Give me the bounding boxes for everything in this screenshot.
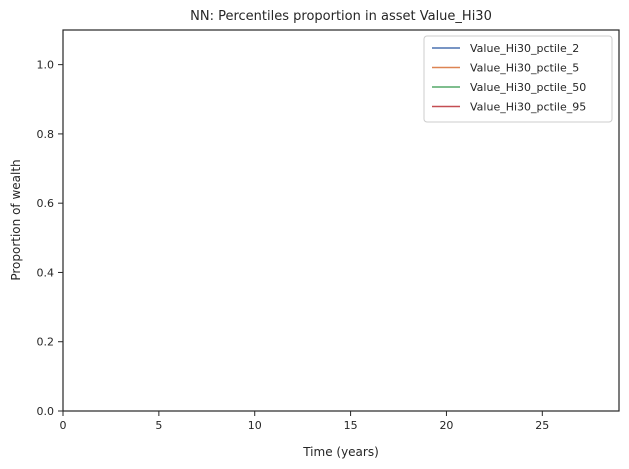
legend-label: Value_Hi30_pctile_95 bbox=[470, 101, 586, 114]
legend-frame bbox=[423, 35, 613, 123]
y-tick-label: 0.2 bbox=[37, 336, 55, 349]
x-tick-label: 25 bbox=[535, 419, 549, 432]
chart-title: NN: Percentiles proportion in asset Valu… bbox=[190, 9, 492, 24]
x-tick-label: 10 bbox=[248, 419, 262, 432]
y-tick-label: 0.0 bbox=[37, 405, 55, 418]
legend-label: Value_Hi30_pctile_5 bbox=[470, 62, 579, 75]
x-axis-title: Time (years) bbox=[302, 445, 379, 459]
y-axis-title: Proportion of wealth bbox=[9, 159, 23, 280]
legend-label: Value_Hi30_pctile_2 bbox=[470, 42, 579, 55]
legend: Value_Hi30_pctile_2 Value_Hi30_pctile_5 Va… bbox=[423, 35, 613, 123]
x-tick-label: 15 bbox=[344, 419, 358, 432]
y-axis: 0.0 0.2 0.4 0.6 0.8 1.0 bbox=[37, 59, 63, 418]
y-tick-label: 0.4 bbox=[37, 266, 55, 279]
x-axis: 0 5 10 15 20 25 bbox=[60, 411, 549, 432]
y-tick-label: 0.8 bbox=[37, 128, 55, 141]
y-tick-label: 0.6 bbox=[37, 197, 55, 210]
x-tick-label: 0 bbox=[60, 419, 67, 432]
x-tick-label: 20 bbox=[439, 419, 453, 432]
x-tick-label: 5 bbox=[155, 419, 162, 432]
legend-label: Value_Hi30_pctile_50 bbox=[470, 81, 586, 94]
y-tick-label: 1.0 bbox=[37, 59, 55, 72]
